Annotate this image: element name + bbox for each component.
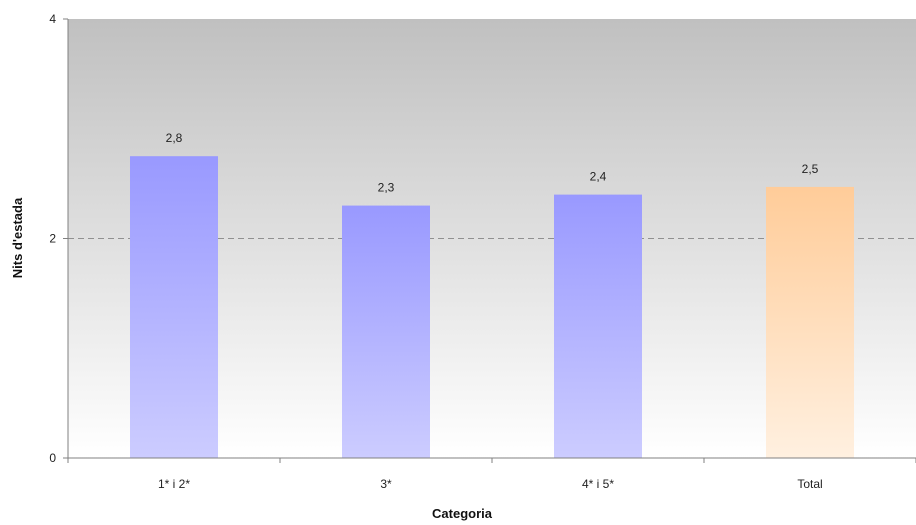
bars xyxy=(130,156,854,459)
x-tick-label: 4* i 5* xyxy=(582,477,614,491)
bar xyxy=(130,156,218,458)
axis-ticks: 0 2 4 1* i 2* 3* 4* i 5* Total xyxy=(49,12,916,491)
data-label: 2,8 xyxy=(166,131,183,145)
y-tick-label: 2 xyxy=(49,232,56,246)
x-tick-label: Total xyxy=(797,477,822,491)
y-axis-title: Nits d'estada xyxy=(10,197,25,278)
bar xyxy=(342,205,430,458)
x-axis-title: Categoria xyxy=(432,506,493,521)
x-tick-label: 1* i 2* xyxy=(158,477,190,491)
data-label: 2,4 xyxy=(590,170,607,184)
y-tick-label: 0 xyxy=(49,451,56,465)
value-labels: 2,8 2,3 2,4 2,5 xyxy=(166,131,819,194)
bar xyxy=(554,194,642,458)
bar-total xyxy=(766,186,854,459)
data-label: 2,5 xyxy=(802,162,819,176)
y-tick-label: 4 xyxy=(49,12,56,26)
data-label: 2,3 xyxy=(378,181,395,195)
x-tick-label: 3* xyxy=(380,477,392,491)
